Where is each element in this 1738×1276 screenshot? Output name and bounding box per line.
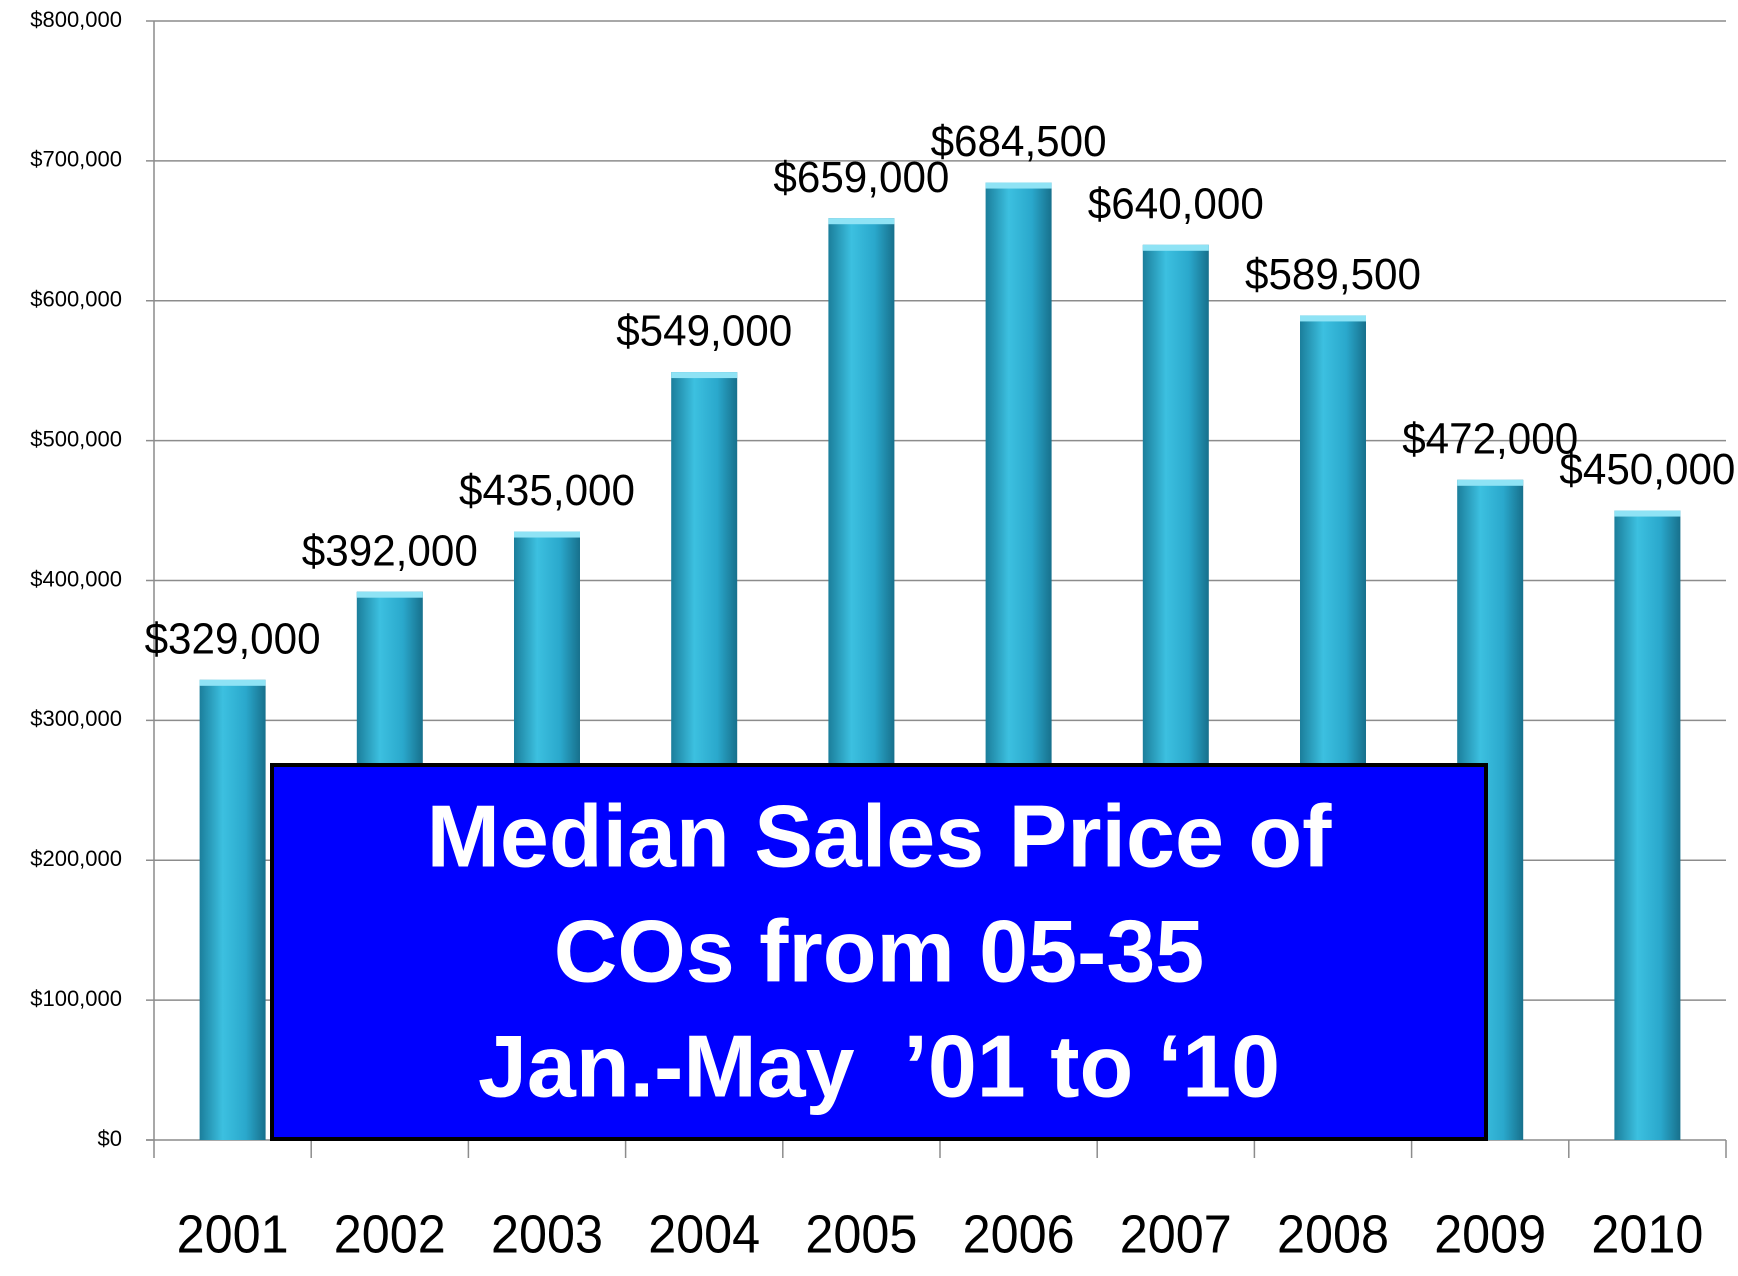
data-label: $392,000 (302, 526, 478, 575)
bar-cap (1614, 510, 1681, 517)
data-label: $659,000 (773, 153, 949, 202)
chart-title: COs from 05-35 (554, 901, 1204, 1000)
y-tick-label: $800,000 (30, 7, 122, 32)
y-tick-label: $700,000 (30, 147, 122, 172)
x-tick-label: 2002 (334, 1204, 446, 1264)
bar (1614, 510, 1681, 1140)
y-tick-label: $600,000 (30, 287, 122, 312)
y-tick-label: $400,000 (30, 566, 122, 591)
y-tick-label: $0 (98, 1126, 122, 1151)
chart-title: Median Sales Price of (427, 786, 1332, 885)
bar-cap (671, 372, 738, 379)
x-tick-label: 2004 (648, 1204, 760, 1264)
x-tick-label: 2006 (963, 1204, 1075, 1264)
bar-cap (356, 591, 423, 598)
chart-title: Jan.-May ’01 to ‘10 (478, 1016, 1280, 1115)
data-label: $450,000 (1559, 445, 1735, 494)
x-tick-label: 2007 (1120, 1204, 1232, 1264)
y-tick-label: $500,000 (30, 426, 122, 451)
bar-cap (199, 679, 266, 686)
data-label: $589,500 (1245, 250, 1421, 299)
x-tick-label: 2008 (1277, 1204, 1389, 1264)
bar-cap (1457, 479, 1524, 486)
bar-cap (1300, 315, 1366, 322)
data-label: $549,000 (616, 307, 792, 356)
x-tick-label: 2003 (491, 1204, 603, 1264)
x-tick-label: 2005 (805, 1204, 917, 1264)
bar-cap (1142, 244, 1209, 251)
bar (199, 679, 266, 1140)
y-tick-label: $300,000 (30, 706, 122, 731)
bar-cap (828, 218, 895, 225)
x-tick-label: 2009 (1434, 1204, 1546, 1264)
title-box (270, 763, 1488, 1141)
x-tick-label: 2001 (177, 1204, 289, 1264)
bar-cap (985, 182, 1052, 189)
data-label: $640,000 (1088, 179, 1264, 228)
data-label: $472,000 (1402, 414, 1578, 463)
bar-cap (514, 531, 580, 538)
x-tick-label: 2010 (1591, 1204, 1703, 1264)
data-label: $435,000 (459, 466, 635, 515)
data-label: $684,500 (931, 117, 1107, 166)
data-label: $329,000 (145, 614, 321, 663)
y-tick-label: $100,000 (30, 986, 122, 1011)
y-tick-label: $200,000 (30, 846, 122, 871)
